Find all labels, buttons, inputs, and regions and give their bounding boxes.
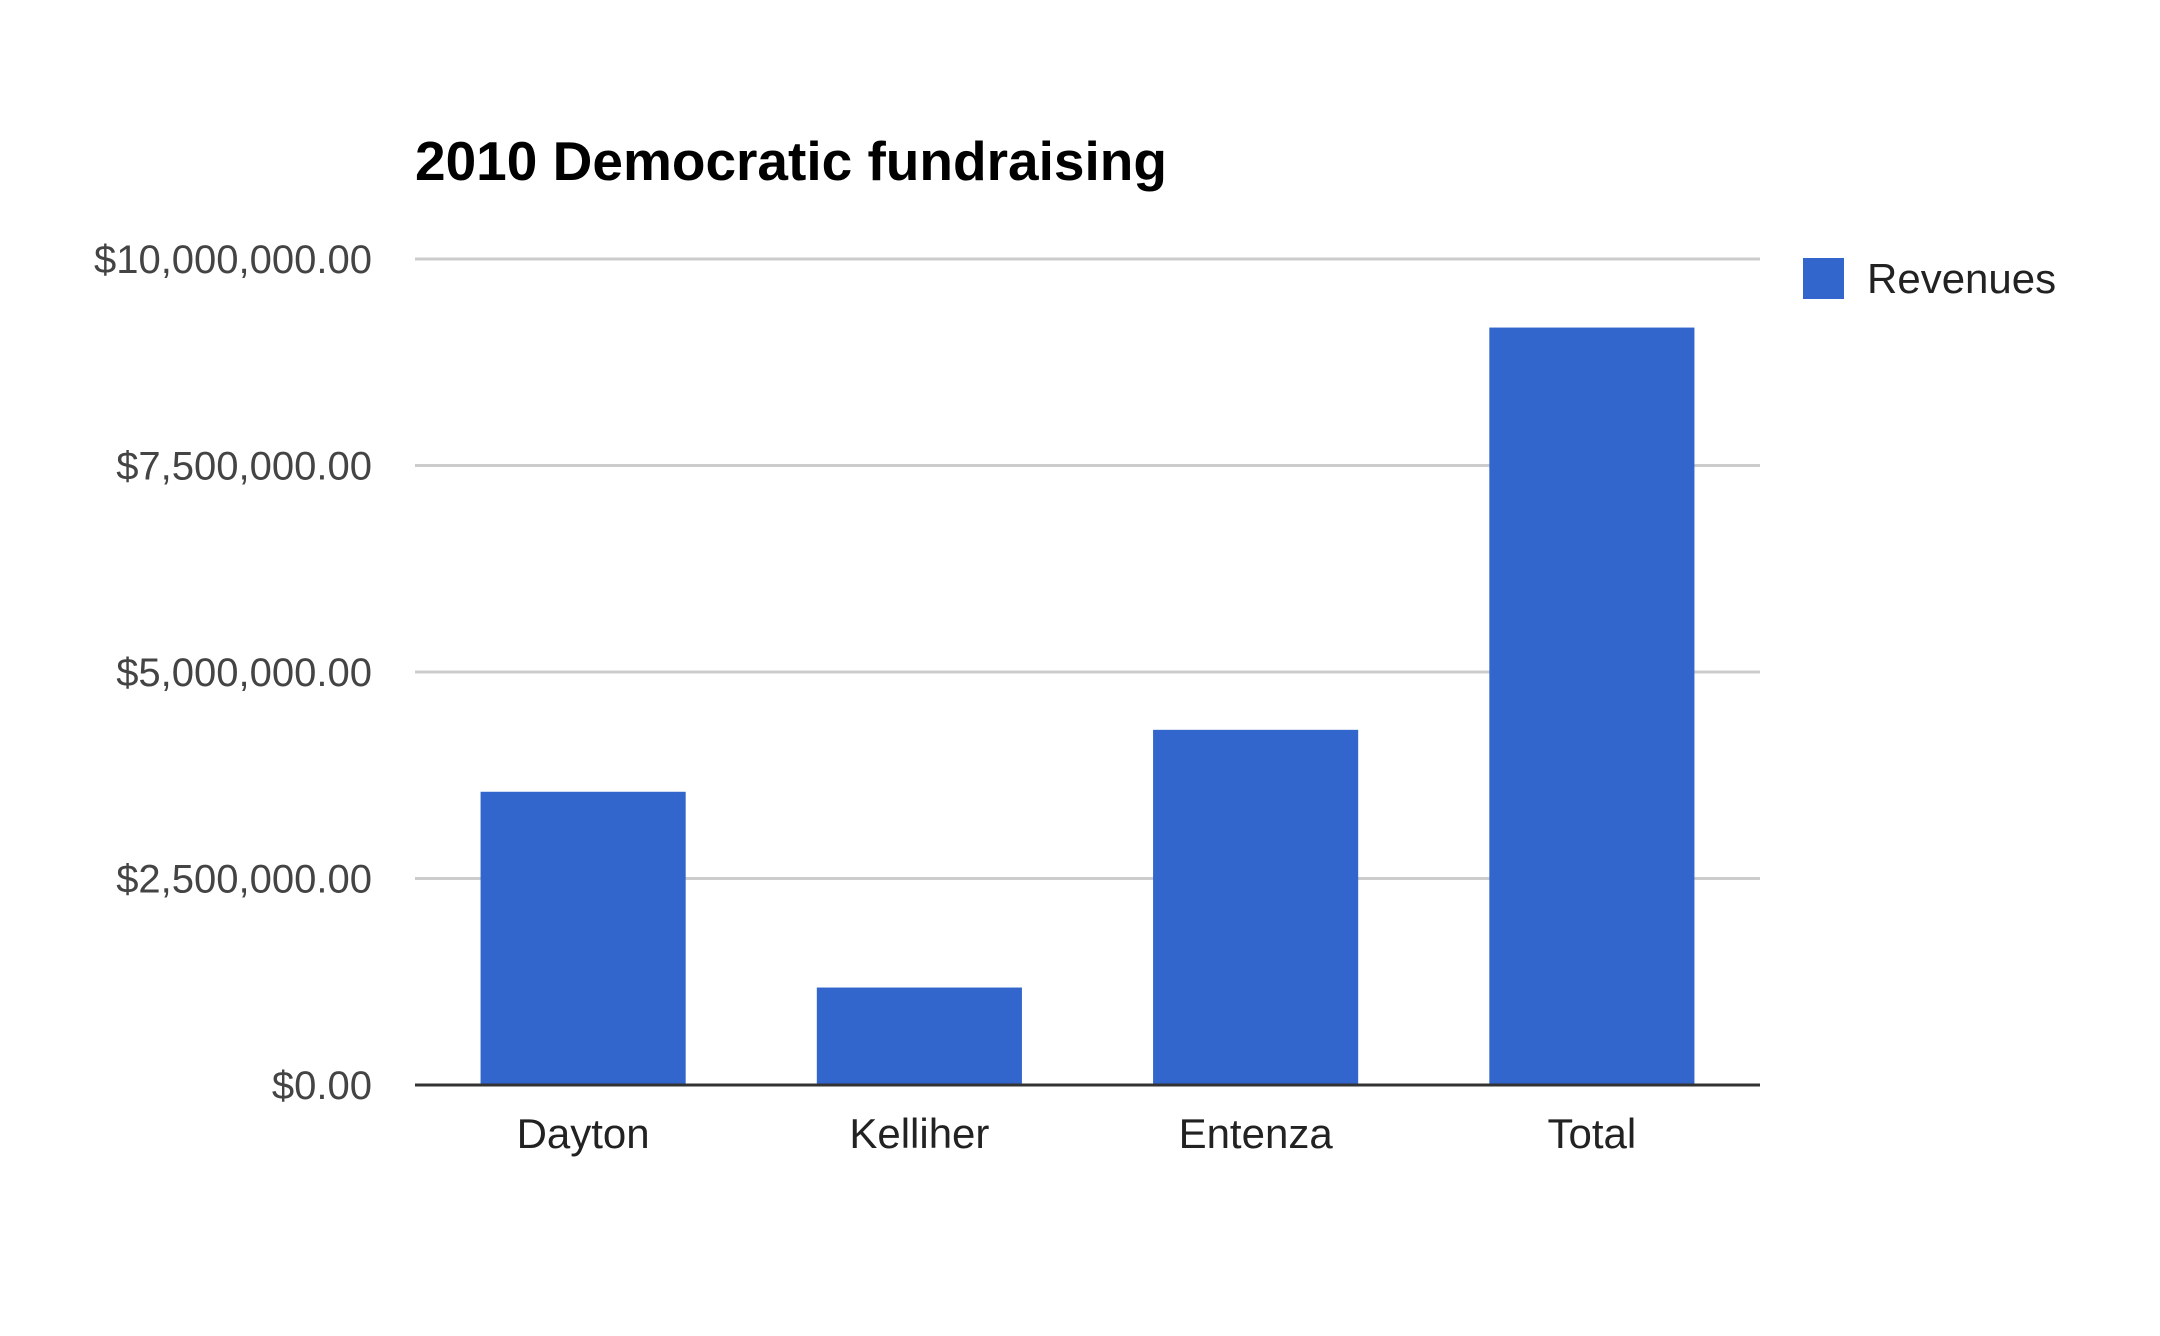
chart-title: 2010 Democratic fundraising	[415, 130, 1167, 192]
x-axis-category-labels: Dayton Kelliher Entenza Total	[517, 1110, 1637, 1157]
legend-label-revenues: Revenues	[1867, 255, 2056, 302]
bar-total	[1489, 327, 1695, 1086]
bar-entenza	[1153, 729, 1359, 1085]
y-tick-label: $7,500,000.00	[116, 445, 372, 489]
legend-swatch-revenues	[1803, 258, 1844, 299]
y-tick-label: $5,000,000.00	[116, 651, 372, 695]
bar-kelliher	[816, 987, 1022, 1085]
bars	[480, 327, 1695, 1086]
y-tick-label: $2,500,000.00	[116, 858, 372, 902]
y-tick-label: $10,000,000.00	[94, 238, 372, 282]
y-tick-label: $0.00	[272, 1064, 372, 1108]
bar-dayton	[480, 791, 686, 1085]
x-category-label: Kelliher	[849, 1110, 989, 1157]
x-category-label: Dayton	[517, 1110, 650, 1157]
legend: Revenues	[1803, 255, 2056, 302]
x-category-label: Total	[1548, 1110, 1637, 1157]
x-category-label: Entenza	[1179, 1110, 1334, 1157]
y-axis-tick-labels: $0.00 $2,500,000.00 $5,000,000.00 $7,500,00…	[94, 238, 372, 1108]
